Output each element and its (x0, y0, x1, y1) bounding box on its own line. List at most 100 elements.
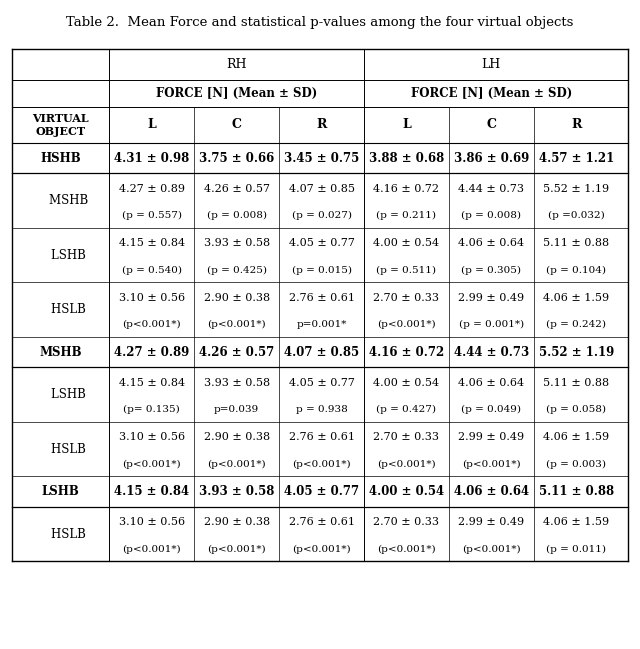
Text: 2.76 ± 0.61: 2.76 ± 0.61 (289, 517, 355, 527)
Text: (p = 0.211): (p = 0.211) (376, 211, 436, 221)
Text: (p = 0.001*): (p = 0.001*) (459, 320, 524, 330)
Text: (p = 0.540): (p = 0.540) (122, 265, 182, 275)
Text: MSHB: MSHB (33, 194, 88, 207)
Text: 2.90 ± 0.38: 2.90 ± 0.38 (204, 432, 270, 442)
Text: L: L (147, 118, 156, 132)
Text: 4.27 ± 0.89: 4.27 ± 0.89 (119, 184, 185, 193)
Text: 4.00 ± 0.54: 4.00 ± 0.54 (369, 485, 444, 498)
Text: 4.07 ± 0.85: 4.07 ± 0.85 (289, 184, 355, 193)
Text: 2.70 ± 0.33: 2.70 ± 0.33 (373, 293, 440, 302)
Text: HSHB: HSHB (40, 151, 81, 165)
Text: (p = 0.049): (p = 0.049) (461, 405, 522, 415)
Text: (p<0.001*): (p<0.001*) (207, 459, 266, 469)
Text: 5.11 ± 0.88: 5.11 ± 0.88 (543, 378, 609, 387)
Text: 3.93 ± 0.58: 3.93 ± 0.58 (204, 378, 270, 387)
Text: (p = 0.427): (p = 0.427) (376, 405, 436, 415)
Text: LH: LH (482, 58, 501, 71)
Text: 4.26 ± 0.57: 4.26 ± 0.57 (199, 345, 275, 359)
Text: 2.99 ± 0.49: 2.99 ± 0.49 (458, 517, 524, 527)
Text: p=0.039: p=0.039 (214, 406, 259, 414)
Text: 2.99 ± 0.49: 2.99 ± 0.49 (458, 432, 524, 442)
Text: 4.27 ± 0.89: 4.27 ± 0.89 (114, 345, 189, 359)
Text: FORCE [N] (Mean ± SD): FORCE [N] (Mean ± SD) (156, 87, 317, 100)
Text: (p = 0.008): (p = 0.008) (207, 211, 267, 221)
Text: (p<0.001*): (p<0.001*) (122, 320, 181, 330)
Text: 2.76 ± 0.61: 2.76 ± 0.61 (289, 293, 355, 302)
Text: 4.06 ± 1.59: 4.06 ± 1.59 (543, 517, 609, 527)
Text: 3.75 ± 0.66: 3.75 ± 0.66 (199, 151, 275, 165)
Text: (p<0.001*): (p<0.001*) (377, 459, 436, 469)
Text: 4.26 ± 0.57: 4.26 ± 0.57 (204, 184, 269, 193)
Text: p=0.001*: p=0.001* (296, 321, 347, 329)
Text: 3.93 ± 0.58: 3.93 ± 0.58 (204, 238, 270, 248)
Text: (p<0.001*): (p<0.001*) (207, 545, 266, 554)
Text: 3.10 ± 0.56: 3.10 ± 0.56 (119, 432, 185, 442)
Text: 4.57 ± 1.21: 4.57 ± 1.21 (538, 151, 614, 165)
Text: 4.15 ± 0.84: 4.15 ± 0.84 (119, 378, 185, 387)
Text: (p<0.001*): (p<0.001*) (292, 459, 351, 469)
Text: 5.52 ± 1.19: 5.52 ± 1.19 (543, 184, 609, 193)
Text: 4.05 ± 0.77: 4.05 ± 0.77 (289, 378, 355, 387)
Text: (p = 0.242): (p = 0.242) (546, 320, 606, 330)
Text: 4.00 ± 0.54: 4.00 ± 0.54 (373, 378, 440, 387)
Text: 4.44 ± 0.73: 4.44 ± 0.73 (454, 345, 529, 359)
Text: 4.06 ± 1.59: 4.06 ± 1.59 (543, 293, 609, 302)
Text: 5.52 ± 1.19: 5.52 ± 1.19 (538, 345, 614, 359)
Text: 4.16 ± 0.72: 4.16 ± 0.72 (373, 184, 440, 193)
Text: 3.10 ± 0.56: 3.10 ± 0.56 (119, 517, 185, 527)
Text: (p = 0.011): (p = 0.011) (546, 545, 606, 554)
Text: RH: RH (227, 58, 247, 71)
Text: (p = 0.027): (p = 0.027) (292, 211, 351, 221)
Text: MSHB: MSHB (40, 345, 82, 359)
Text: 3.88 ± 0.68: 3.88 ± 0.68 (369, 151, 444, 165)
Text: LSHB: LSHB (36, 388, 86, 401)
Text: 4.16 ± 0.72: 4.16 ± 0.72 (369, 345, 444, 359)
Text: 4.06 ± 0.64: 4.06 ± 0.64 (458, 378, 524, 387)
Text: (p = 0.425): (p = 0.425) (207, 265, 267, 275)
Text: 4.00 ± 0.54: 4.00 ± 0.54 (373, 238, 440, 248)
Text: 3.86 ± 0.69: 3.86 ± 0.69 (454, 151, 529, 165)
Text: 4.05 ± 0.77: 4.05 ± 0.77 (289, 238, 355, 248)
Text: 2.99 ± 0.49: 2.99 ± 0.49 (458, 293, 524, 302)
Text: 4.31 ± 0.98: 4.31 ± 0.98 (114, 151, 189, 165)
Text: (p = 0.015): (p = 0.015) (292, 265, 351, 275)
Text: LSHB: LSHB (36, 249, 86, 262)
Text: (p = 0.008): (p = 0.008) (461, 211, 522, 221)
Text: VIRTUAL
OBJECT: VIRTUAL OBJECT (33, 113, 89, 137)
Text: 3.45 ± 0.75: 3.45 ± 0.75 (284, 151, 359, 165)
Text: FORCE [N] (Mean ± SD): FORCE [N] (Mean ± SD) (411, 87, 572, 100)
Text: C: C (486, 118, 496, 132)
Text: L: L (402, 118, 411, 132)
Text: (p<0.001*): (p<0.001*) (292, 545, 351, 554)
Text: 4.07 ± 0.85: 4.07 ± 0.85 (284, 345, 359, 359)
Text: p = 0.938: p = 0.938 (296, 406, 348, 414)
Text: (p<0.001*): (p<0.001*) (122, 545, 181, 554)
Text: (p = 0.058): (p = 0.058) (546, 405, 606, 415)
Text: (p = 0.104): (p = 0.104) (546, 265, 606, 275)
Text: (p = 0.305): (p = 0.305) (461, 265, 522, 275)
Text: HSLB: HSLB (36, 443, 86, 456)
Text: R: R (316, 118, 327, 132)
Text: Table 2.  Mean Force and statistical p-values among the four virtual objects: Table 2. Mean Force and statistical p-va… (67, 16, 573, 29)
Text: HSLB: HSLB (36, 528, 86, 541)
Text: 5.11 ± 0.88: 5.11 ± 0.88 (543, 238, 609, 248)
Text: 4.06 ± 0.64: 4.06 ± 0.64 (458, 238, 524, 248)
Text: (p = 0.557): (p = 0.557) (122, 211, 182, 221)
Text: 2.70 ± 0.33: 2.70 ± 0.33 (373, 432, 440, 442)
Text: 4.44 ± 0.73: 4.44 ± 0.73 (458, 184, 524, 193)
Text: (p<0.001*): (p<0.001*) (377, 545, 436, 554)
Text: 2.76 ± 0.61: 2.76 ± 0.61 (289, 432, 355, 442)
Text: (p = 0.003): (p = 0.003) (546, 459, 606, 469)
Text: (p<0.001*): (p<0.001*) (462, 545, 520, 554)
Text: (p<0.001*): (p<0.001*) (462, 459, 520, 469)
Text: (p = 0.511): (p = 0.511) (376, 265, 436, 275)
Text: 3.93 ± 0.58: 3.93 ± 0.58 (199, 485, 275, 498)
Text: 4.06 ± 0.64: 4.06 ± 0.64 (454, 485, 529, 498)
Text: LSHB: LSHB (42, 485, 79, 498)
Text: (p= 0.135): (p= 0.135) (124, 405, 180, 415)
Text: (p<0.001*): (p<0.001*) (122, 459, 181, 469)
Text: HSLB: HSLB (36, 303, 86, 316)
Text: 2.90 ± 0.38: 2.90 ± 0.38 (204, 293, 270, 302)
Text: 4.15 ± 0.84: 4.15 ± 0.84 (115, 485, 189, 498)
Text: 4.06 ± 1.59: 4.06 ± 1.59 (543, 432, 609, 442)
